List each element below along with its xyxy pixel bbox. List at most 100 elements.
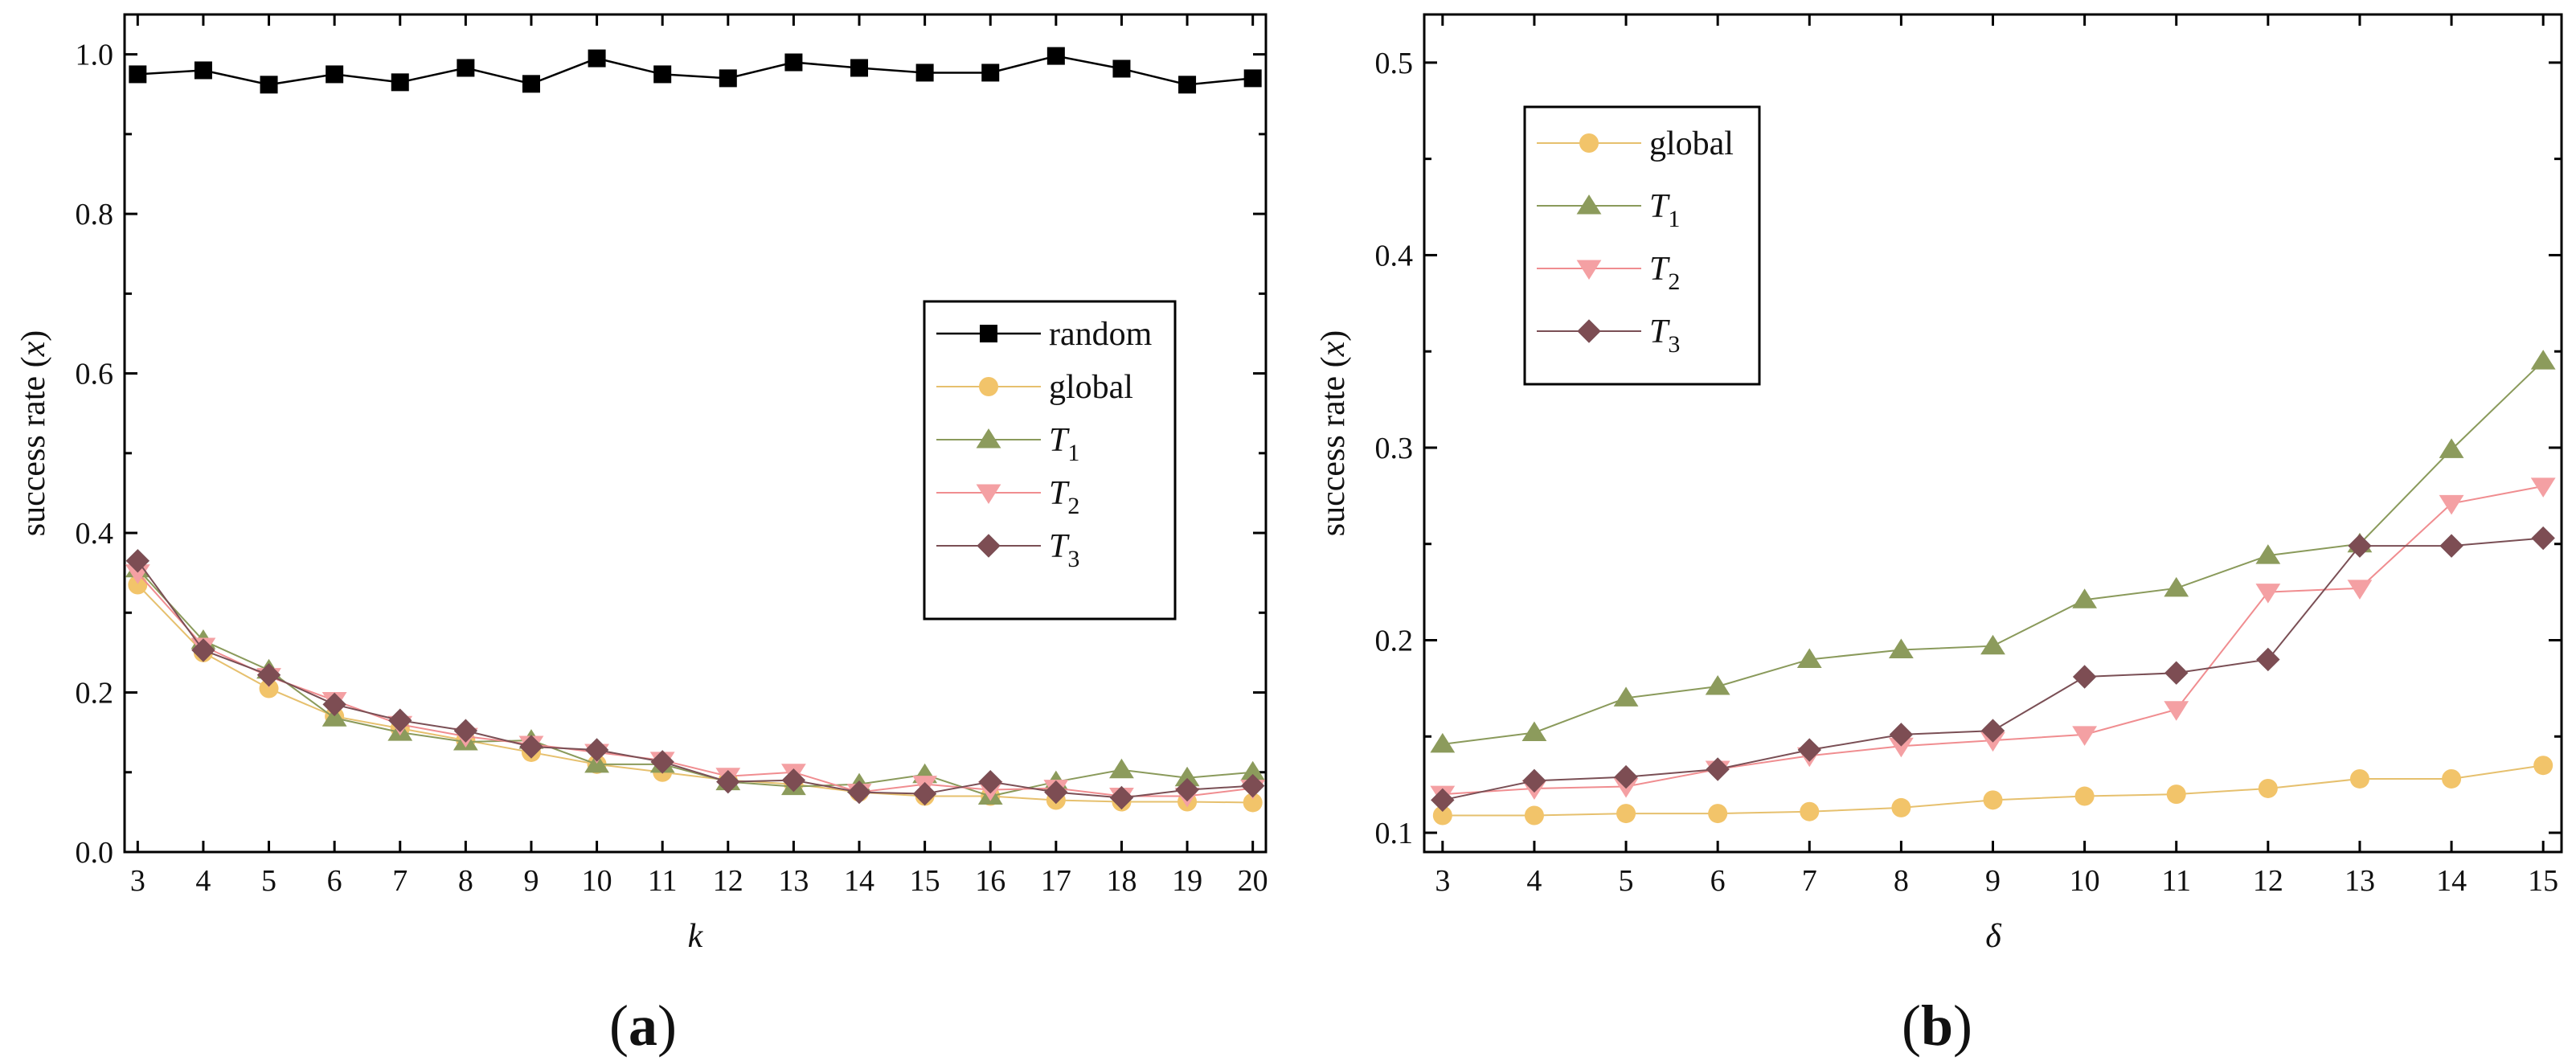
- panel-a: 3 4 5 6 7 8 9 10 11 12 13 14 15 16 17 18 19 20 0.0 0.2 0.4 0.…: [15, 13, 1268, 1058]
- data-point-global: [2533, 756, 2553, 776]
- panel-a-ticks: 3 4 5 6 7 8 9 10 11 12 13 14 15 16 17 18 19 20 0.0 0.2 0.4 0.…: [76, 14, 1268, 898]
- data-point-t2: [2439, 494, 2464, 515]
- y-tick-label: 0.0: [76, 836, 114, 870]
- data-point-random: [1178, 76, 1197, 94]
- legend-marker-global: [1579, 133, 1599, 153]
- series-line-global: [137, 584, 1253, 804]
- data-point-random: [391, 73, 409, 92]
- series-random: [129, 47, 1262, 94]
- legend-marker-t2: [1576, 260, 1602, 280]
- legend-label-global: global: [1049, 369, 1133, 406]
- x-tick-label: 6: [327, 864, 342, 898]
- data-point-global: [1800, 801, 1820, 821]
- data-point-t3: [650, 750, 674, 774]
- x-tick-label: 11: [2161, 864, 2191, 898]
- y-tick-label: 0.2: [1375, 625, 1414, 658]
- data-point-global: [128, 575, 148, 595]
- series-t3: [1431, 526, 2555, 813]
- data-point-global: [2258, 778, 2278, 798]
- data-point-t3: [453, 719, 478, 743]
- data-point-global: [1616, 804, 1636, 824]
- data-point-t3: [256, 662, 281, 687]
- data-point-t3: [1175, 777, 1199, 802]
- panel-b-legend: global T1 T2 T3: [1523, 105, 1761, 386]
- x-tick-label: 5: [1619, 864, 1634, 898]
- y-label-prefix: success rate (: [1315, 356, 1352, 536]
- x-tick-label: 9: [523, 864, 539, 898]
- data-point-t1: [2072, 588, 2098, 608]
- data-point-t3: [1797, 738, 1821, 762]
- data-point-t3: [978, 769, 1002, 794]
- data-point-t3: [2439, 534, 2463, 558]
- panel-a-label: (a): [609, 993, 677, 1058]
- data-point-t1: [1240, 760, 1266, 781]
- data-point-random: [1243, 69, 1262, 88]
- series-line-t2: [137, 572, 1253, 797]
- legend-label-t3: T3: [1049, 528, 1079, 572]
- data-point-t1: [2530, 350, 2556, 370]
- x-tick-label: 15: [2528, 864, 2558, 898]
- panel-b-y-axis-label: success rate (x): [1315, 330, 1352, 537]
- panel-b-ticks: 3 4 5 6 7 8 9 10 11 12 13 14 15 0.1 0.2 0.3 0.4 0.5: [1375, 14, 2562, 898]
- series-t3: [125, 549, 1265, 810]
- data-point-global: [2166, 784, 2186, 805]
- y-tick-label: 1.0: [76, 39, 114, 72]
- data-point-global: [1243, 793, 1263, 813]
- data-point-t1: [1174, 766, 1200, 787]
- x-tick-label: 9: [1985, 864, 2001, 898]
- x-tick-label: 14: [2436, 864, 2467, 898]
- x-tick-label: 8: [1894, 864, 1909, 898]
- data-point-t3: [1109, 785, 1134, 810]
- legend-marker-random: [980, 325, 997, 342]
- data-point-global: [1983, 790, 2003, 810]
- data-point-t3: [1431, 788, 1455, 813]
- x-tick-label: 8: [458, 864, 473, 898]
- data-point-random: [129, 65, 147, 84]
- data-point-t1: [2164, 576, 2189, 597]
- legend-marker-global: [979, 377, 998, 396]
- x-tick-label: 14: [844, 864, 874, 898]
- data-point-t3: [781, 768, 806, 793]
- data-point-t3: [125, 549, 150, 573]
- data-point-global: [259, 678, 279, 698]
- data-point-t3: [322, 692, 346, 717]
- data-point-t3: [1614, 764, 1638, 789]
- data-point-t1: [1430, 732, 1456, 753]
- x-tick-label: 11: [648, 864, 678, 898]
- panel-a-frame: [123, 13, 1268, 854]
- y-label-var: x: [15, 341, 52, 357]
- legend-label-t3: T3: [1649, 313, 1680, 358]
- series-t1: [1430, 350, 2556, 753]
- x-tick-label: 16: [975, 864, 1005, 898]
- x-tick-label: 3: [1435, 864, 1450, 898]
- y-tick-label: 0.4: [76, 517, 114, 551]
- legend-marker-t3: [1577, 319, 1601, 343]
- data-point-t2: [2530, 477, 2556, 498]
- data-point-t3: [2531, 526, 2555, 551]
- x-tick-label: 7: [1802, 864, 1817, 898]
- data-point-random: [326, 65, 344, 84]
- legend-label-t2: T2: [1649, 251, 1680, 295]
- data-point-global: [1432, 805, 1452, 825]
- x-tick-label: 17: [1041, 864, 1071, 898]
- data-point-global: [1708, 804, 1728, 824]
- data-point-t1: [1521, 721, 1547, 741]
- data-point-random: [457, 59, 475, 77]
- data-point-t3: [191, 638, 215, 662]
- legend-marker-t1: [976, 428, 1001, 449]
- data-point-t3: [2072, 665, 2097, 689]
- x-tick-label: 19: [1172, 864, 1202, 898]
- x-tick-label: 4: [1526, 864, 1542, 898]
- data-point-random: [522, 75, 540, 93]
- data-point-t2: [2347, 580, 2373, 600]
- data-point-t1: [1705, 674, 1730, 695]
- x-tick-label: 20: [1238, 864, 1268, 898]
- x-tick-label: 13: [2345, 864, 2375, 898]
- data-point-t1: [1796, 648, 1822, 668]
- data-point-t2: [1888, 737, 1914, 758]
- y-tick-label: 0.2: [76, 677, 114, 711]
- series-line-t3: [1442, 537, 2544, 801]
- data-point-t3: [1240, 773, 1265, 798]
- data-point-global: [1891, 797, 1911, 817]
